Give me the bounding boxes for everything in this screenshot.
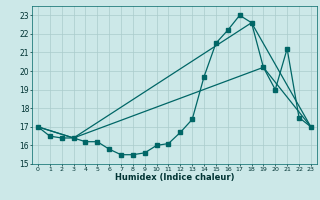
- X-axis label: Humidex (Indice chaleur): Humidex (Indice chaleur): [115, 173, 234, 182]
